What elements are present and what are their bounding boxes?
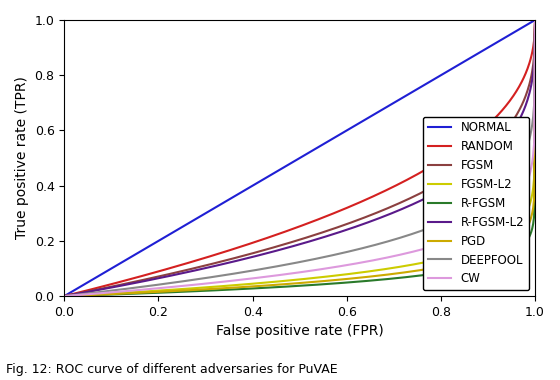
DEEPFOOL (316, 256, 323, 260)
FGSM (316, 231, 323, 236)
PGD (520, 230, 527, 235)
FGSM-L2 (531, 18, 538, 22)
DEEPFOOL (284, 262, 291, 267)
Line: CW: CW (64, 20, 535, 296)
DEEPFOOL (531, 18, 538, 22)
CW (520, 188, 527, 192)
FGSM-L2 (287, 278, 294, 283)
Legend: NORMAL, RANDOM, FGSM, FGSM-L2, R-FGSM, R-FGSM-L2, PGD, DEEPFOOL, CW: NORMAL, RANDOM, FGSM, FGSM-L2, R-FGSM, R… (423, 117, 529, 290)
DEEPFOOL (520, 154, 527, 158)
PGD (531, 18, 538, 22)
R-FGSM (61, 294, 68, 298)
FGSM-L2 (61, 294, 68, 298)
R-FGSM (531, 18, 538, 22)
R-FGSM-L2 (287, 244, 294, 249)
DEEPFOOL (61, 294, 68, 298)
RANDOM (287, 227, 294, 232)
R-FGSM-L2 (447, 183, 454, 187)
NORMAL (447, 68, 454, 72)
Line: PGD: PGD (64, 20, 535, 296)
FGSM (61, 294, 68, 298)
PGD (341, 277, 348, 282)
NORMAL (520, 24, 527, 29)
Line: NORMAL: NORMAL (64, 20, 535, 296)
RANDOM (284, 228, 291, 233)
Y-axis label: True positive rate (TPR): True positive rate (TPR) (15, 77, 29, 239)
Line: DEEPFOOL: DEEPFOOL (64, 20, 535, 296)
DEEPFOOL (447, 217, 454, 222)
NORMAL (284, 163, 291, 167)
PGD (287, 282, 294, 286)
DEEPFOOL (341, 250, 348, 255)
CW (61, 294, 68, 298)
CW (341, 263, 348, 268)
FGSM (341, 223, 348, 227)
Line: R-FGSM-L2: R-FGSM-L2 (64, 20, 535, 296)
X-axis label: False positive rate (FPR): False positive rate (FPR) (216, 325, 384, 339)
Line: FGSM: FGSM (64, 20, 535, 296)
CW (287, 271, 294, 276)
R-FGSM (287, 284, 294, 289)
FGSM-L2 (316, 275, 323, 280)
NORMAL (316, 144, 323, 149)
R-FGSM (520, 243, 527, 247)
NORMAL (341, 130, 348, 134)
Line: R-FGSM: R-FGSM (64, 20, 535, 296)
R-FGSM (316, 282, 323, 287)
FGSM-L2 (447, 254, 454, 259)
R-FGSM-L2 (316, 236, 323, 241)
CW (531, 18, 538, 22)
R-FGSM-L2 (341, 228, 348, 233)
R-FGSM (341, 280, 348, 285)
CW (316, 267, 323, 272)
PGD (316, 279, 323, 284)
R-FGSM-L2 (284, 245, 291, 250)
RANDOM (341, 207, 348, 211)
NORMAL (531, 18, 538, 22)
FGSM (284, 241, 291, 245)
RANDOM (316, 217, 323, 222)
CW (447, 239, 454, 243)
FGSM (520, 98, 527, 103)
FGSM-L2 (520, 215, 527, 220)
FGSM (531, 18, 538, 22)
FGSM-L2 (341, 272, 348, 277)
RANDOM (520, 75, 527, 80)
FGSM (447, 175, 454, 179)
NORMAL (287, 161, 294, 166)
RANDOM (531, 18, 538, 22)
Line: FGSM-L2: FGSM-L2 (64, 20, 535, 296)
PGD (61, 294, 68, 298)
DEEPFOOL (287, 261, 294, 266)
R-FGSM (284, 284, 291, 289)
R-FGSM-L2 (61, 294, 68, 298)
Line: RANDOM: RANDOM (64, 20, 535, 296)
FGSM-L2 (284, 278, 291, 283)
RANDOM (61, 294, 68, 298)
R-FGSM (447, 269, 454, 274)
FGSM (287, 240, 294, 245)
CW (284, 272, 291, 276)
PGD (284, 282, 291, 286)
PGD (447, 263, 454, 267)
RANDOM (447, 152, 454, 157)
NORMAL (61, 294, 68, 298)
R-FGSM-L2 (531, 18, 538, 22)
Text: Fig. 12: ROC curve of different adversaries for PuVAE: Fig. 12: ROC curve of different adversar… (6, 363, 337, 376)
R-FGSM-L2 (520, 108, 527, 112)
